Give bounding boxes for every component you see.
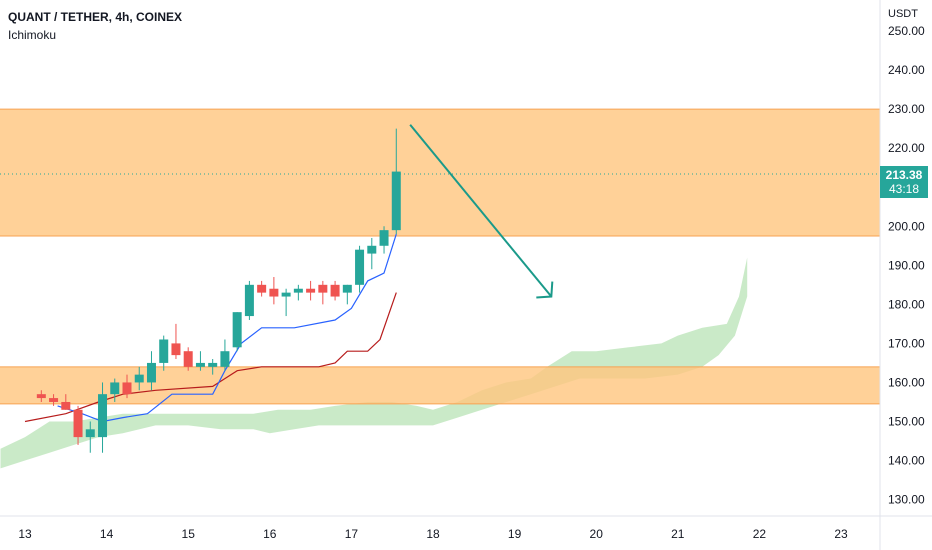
candle-19 — [269, 288, 279, 297]
y-tick-label: 230.00 — [888, 102, 925, 116]
x-tick-label: 16 — [263, 527, 277, 541]
candle-3 — [73, 409, 83, 438]
chart-legend: QUANT / TETHER, 4h, COINEX Ichimoku — [8, 8, 182, 44]
forecast-arrow-head — [536, 281, 554, 299]
x-tick-label: 23 — [834, 527, 848, 541]
y-tick-label: 140.00 — [888, 454, 925, 468]
y-tick-label: 170.00 — [888, 336, 925, 350]
candle-1 — [49, 398, 59, 402]
y-tick-label: 240.00 — [888, 63, 925, 77]
conversion-line — [57, 233, 397, 423]
x-tick-label: 14 — [100, 527, 114, 541]
zone-0 — [0, 109, 880, 237]
y-tick-label: 180.00 — [888, 297, 925, 311]
candle-26 — [355, 249, 365, 285]
candle-17 — [244, 284, 254, 317]
candle-0 — [36, 394, 46, 399]
symbol-title: QUANT / TETHER, 4h, COINEX — [8, 10, 183, 24]
zone-1 — [0, 366, 880, 404]
candle-10 — [159, 339, 169, 363]
candle-29 — [391, 171, 401, 231]
candle-24 — [330, 284, 340, 297]
candle-6 — [110, 382, 120, 395]
currency-label: USDT — [888, 8, 918, 20]
x-tick-label: 20 — [590, 527, 604, 541]
x-tick-label: 19 — [508, 527, 522, 541]
candle-28 — [379, 230, 389, 246]
candle-16 — [232, 312, 242, 348]
candle-20 — [281, 292, 291, 297]
x-tick-label: 18 — [426, 527, 440, 541]
candle-2 — [61, 401, 71, 410]
ichimoku-cloud — [0, 257, 748, 469]
candle-14 — [208, 362, 218, 367]
x-tick-label: 13 — [18, 527, 32, 541]
y-tick-label: 220.00 — [888, 141, 925, 155]
candle-8 — [134, 374, 144, 383]
y-tick-label: 130.00 — [888, 493, 925, 507]
candle-21 — [293, 288, 303, 293]
y-tick-label: 160.00 — [888, 375, 925, 389]
bar-countdown: 43:18 — [888, 182, 920, 196]
candle-12 — [183, 351, 193, 367]
x-tick-label: 21 — [671, 527, 685, 541]
candle-5 — [98, 394, 108, 438]
candle-9 — [146, 362, 156, 383]
candle-4 — [85, 429, 95, 438]
forecast-arrow — [409, 124, 553, 298]
y-tick-label: 200.00 — [888, 219, 925, 233]
candle-11 — [171, 343, 181, 356]
x-tick-label: 22 — [753, 527, 767, 541]
y-tick-label: 250.00 — [888, 24, 925, 38]
candle-7 — [122, 382, 132, 395]
y-tick-label: 190.00 — [888, 258, 925, 272]
last-price-tag: 213.38 43:18 — [880, 166, 928, 198]
candle-22 — [306, 288, 316, 293]
candle-23 — [318, 284, 328, 293]
last-price-value: 213.38 — [885, 168, 923, 182]
candle-15 — [220, 351, 230, 367]
candle-27 — [367, 245, 377, 254]
indicator-label[interactable]: Ichimoku — [8, 28, 57, 42]
x-tick-label: 17 — [345, 527, 359, 541]
candle-18 — [257, 284, 267, 293]
candle-25 — [342, 284, 352, 293]
candle-13 — [195, 362, 205, 367]
y-tick-label: 150.00 — [888, 415, 925, 429]
x-tick-label: 15 — [182, 527, 196, 541]
